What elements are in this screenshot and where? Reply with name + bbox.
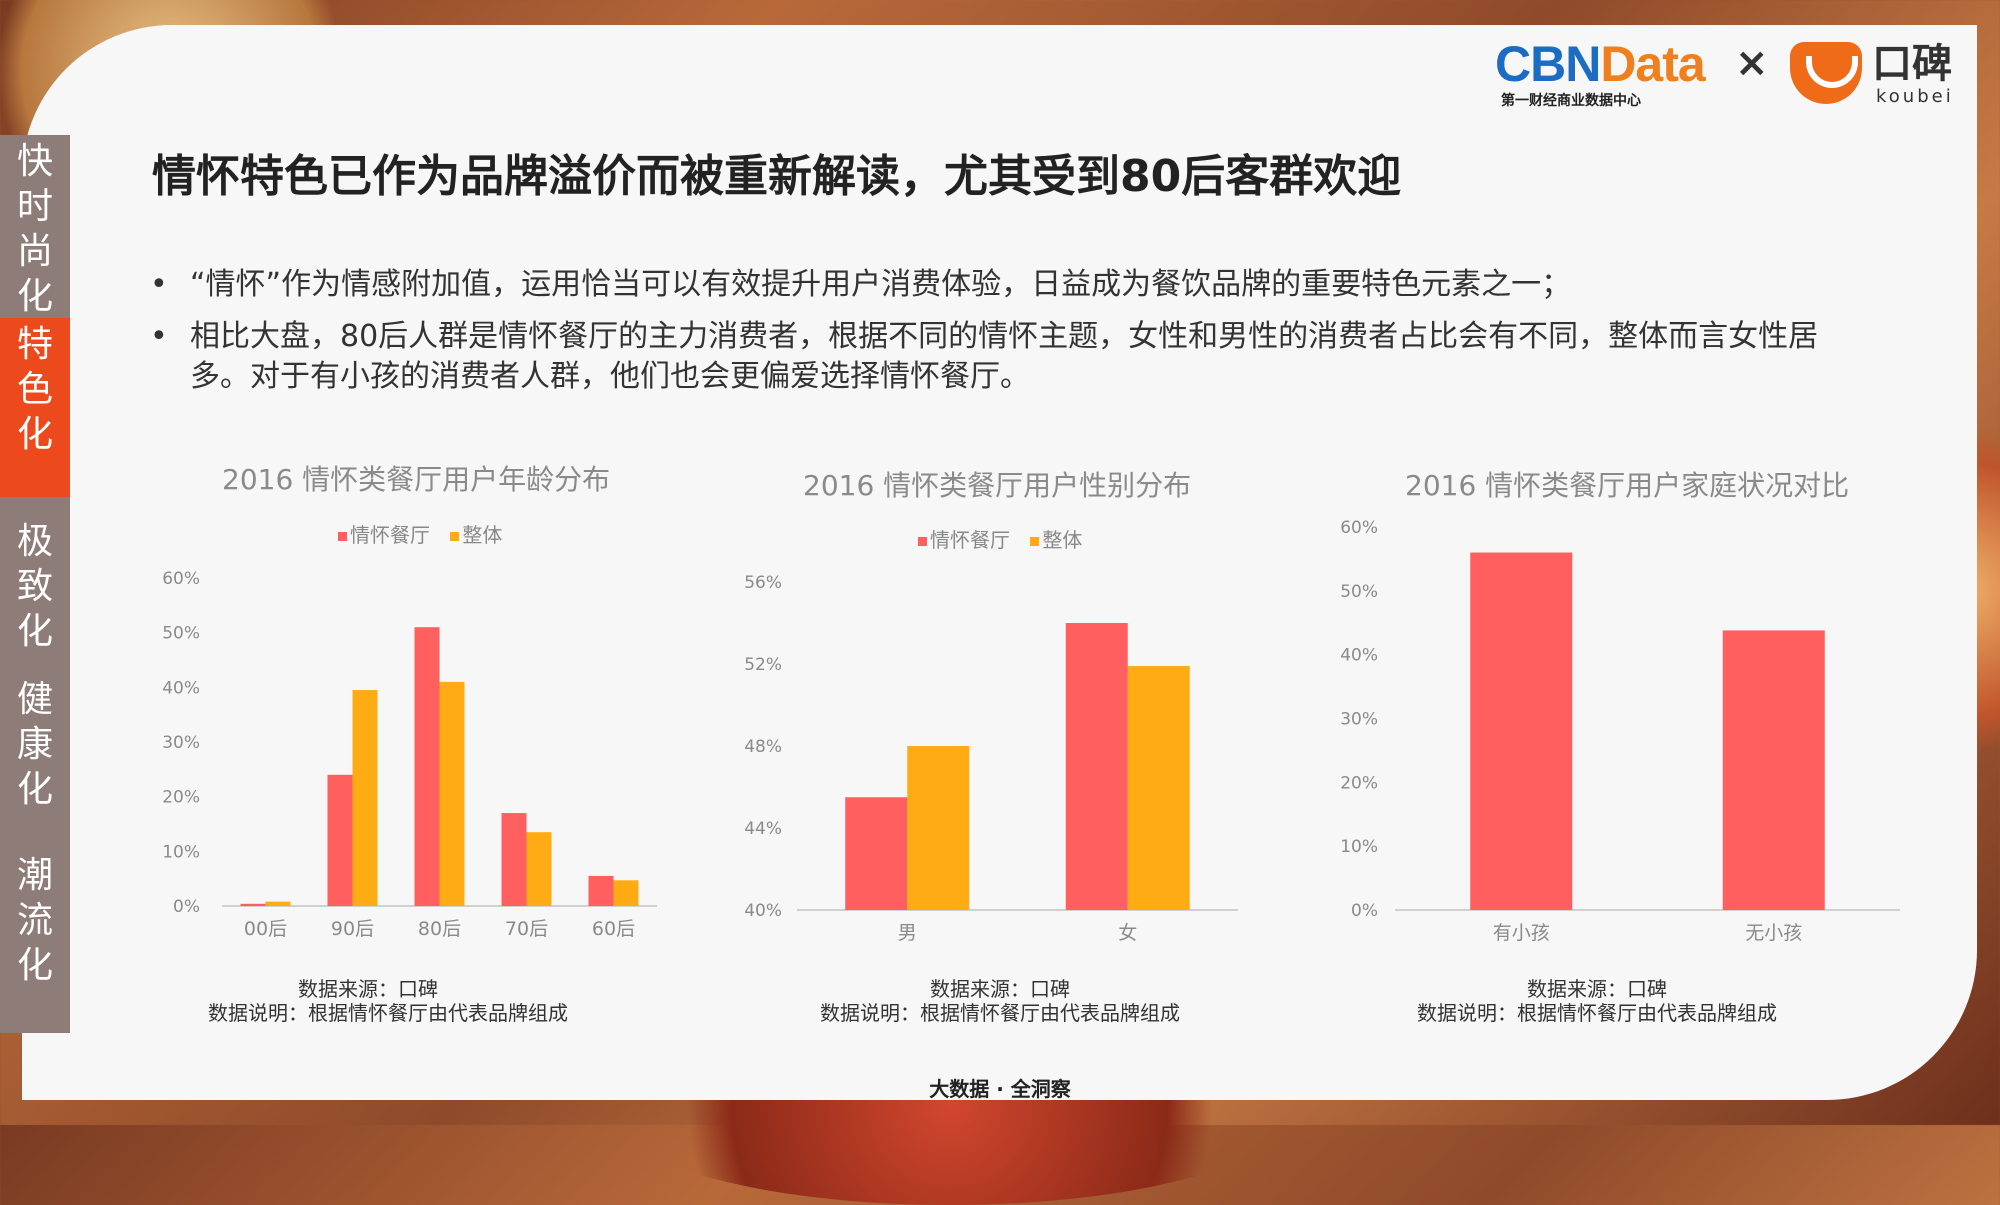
nav-item-trend[interactable]: 潮流化: [0, 853, 70, 1033]
x-tick-label: 男: [898, 922, 917, 944]
bar-orange: [526, 832, 552, 906]
bar-orange: [907, 746, 970, 910]
bar-red: [1065, 623, 1128, 910]
nav-char: 致: [16, 566, 53, 607]
bar-orange: [613, 880, 639, 906]
bar-red: [240, 903, 266, 906]
data-source-age: 数据来源：口碑 数据说明：根据情怀餐厅由代表品牌组成: [208, 977, 568, 1025]
chart-legend-age: 情怀餐厅 整体: [338, 519, 516, 548]
nav-item-featured[interactable]: 特色化: [0, 318, 70, 500]
chart-legend-gender: 情怀餐厅 整体: [918, 524, 1096, 553]
y-tick-label: 30%: [162, 733, 200, 753]
y-tick-label: 20%: [1340, 773, 1378, 793]
nav-char: 化: [16, 769, 53, 810]
legend-swatch-red: [918, 537, 927, 546]
slide-card: [22, 25, 1977, 1100]
bar-red: [327, 774, 353, 906]
footer-slogan: 大数据 · 全洞察: [929, 1077, 1071, 1101]
x-tick-label: 90后: [331, 918, 374, 940]
y-tick-label: 48%: [744, 737, 782, 757]
nav-item-extreme[interactable]: 极致化: [0, 497, 70, 697]
y-tick-label: 20%: [162, 788, 200, 808]
page-title: 情怀特色已作为品牌溢价而被重新解读，尤其受到80后客群欢迎: [152, 151, 1402, 202]
bullet-item: • 相比大盘，80后人群是情怀餐厅的主力消费者，根据不同的情怀主题，女性和男性的…: [150, 319, 1819, 394]
y-tick-label: 56%: [744, 573, 782, 593]
x-tick-label: 80后: [418, 918, 461, 940]
bar-red: [1722, 630, 1825, 910]
y-tick-label: 44%: [744, 819, 782, 839]
side-navigation: 快时尚化 特色化 极致化 健康化 潮流化: [0, 135, 70, 1035]
y-tick-label: 10%: [162, 842, 200, 862]
nav-char: 特: [16, 324, 53, 365]
x-tick-label: 有小孩: [1493, 922, 1550, 944]
bar-orange: [265, 901, 291, 906]
nav-char: 化: [16, 611, 53, 652]
nav-item-health[interactable]: 健康化: [0, 675, 70, 855]
bar-red: [845, 797, 908, 910]
nav-char: 康: [16, 724, 53, 765]
nav-char: 化: [16, 414, 53, 455]
times-icon: ×: [1735, 40, 1769, 86]
nav-char: 化: [16, 945, 53, 986]
y-tick-label: 0%: [1351, 901, 1378, 921]
nav-char: 潮: [16, 855, 53, 896]
x-tick-label: 60后: [592, 918, 635, 940]
y-tick-label: 60%: [162, 569, 200, 589]
bar-red: [588, 875, 614, 906]
y-tick-label: 10%: [1340, 837, 1378, 857]
bar-red: [501, 813, 527, 906]
bar-orange: [352, 690, 378, 906]
y-tick-label: 50%: [162, 624, 200, 644]
legend-swatch-orange: [450, 532, 460, 541]
bar-orange: [1127, 666, 1190, 910]
y-tick-label: 30%: [1340, 710, 1378, 730]
nav-char: 尚: [16, 231, 53, 272]
y-tick-label: 40%: [162, 678, 200, 698]
data-source-family: 数据来源：口碑 数据说明：根据情怀餐厅由代表品牌组成: [1417, 977, 1777, 1025]
x-tick-label: 女: [1118, 922, 1137, 944]
bullet-item: • “情怀”作为情感附加值，运用恰当可以有效提升用户消费体验，日益成为餐饮品牌的…: [150, 267, 1572, 302]
legend-swatch-red: [338, 532, 347, 541]
y-tick-label: 52%: [744, 655, 782, 675]
y-tick-label: 60%: [1340, 518, 1378, 538]
bar-red: [414, 627, 440, 906]
nav-char: 极: [16, 521, 53, 562]
nav-char: 化: [16, 276, 53, 317]
data-source-gender: 数据来源：口碑 数据说明：根据情怀餐厅由代表品牌组成: [820, 977, 1180, 1025]
nav-char: 时: [16, 186, 53, 227]
nav-char: 流: [16, 900, 53, 941]
y-tick-label: 0%: [173, 897, 200, 917]
x-tick-label: 70后: [505, 918, 548, 940]
chart-title-age: 2016 情怀类餐厅用户年龄分布: [222, 463, 611, 496]
y-tick-label: 50%: [1340, 582, 1378, 602]
bullet-list: • “情怀”作为情感附加值，运用恰当可以有效提升用户消费体验，日益成为餐饮品牌的…: [148, 265, 1848, 409]
nav-char: 色: [16, 369, 53, 410]
y-tick-label: 40%: [744, 901, 782, 921]
bar-orange: [439, 681, 465, 906]
koubei-smile-icon: [1790, 42, 1862, 104]
nav-char: 快: [16, 141, 53, 182]
chart-title-gender: 2016 情怀类餐厅用户性别分布: [803, 469, 1192, 502]
y-tick-label: 40%: [1340, 646, 1378, 666]
cbndata-logo: CBNData 第一财经商业数据中心: [1495, 36, 1706, 108]
bar-red: [1470, 552, 1573, 910]
nav-item-fast-fashion[interactable]: 快时尚化: [0, 135, 70, 321]
legend-swatch-orange: [1030, 537, 1040, 546]
age-bar-chart: 0% 10% 20% 30% 40% 50% 60% 00后 90后 80后 70后 60后 40% 44…: [162, 518, 1900, 944]
nav-char: 健: [16, 679, 53, 720]
chart-title-family: 2016 情怀类餐厅用户家庭状况对比: [1405, 469, 1850, 502]
x-tick-label: 无小孩: [1745, 922, 1802, 944]
x-tick-label: 00后: [244, 918, 287, 940]
